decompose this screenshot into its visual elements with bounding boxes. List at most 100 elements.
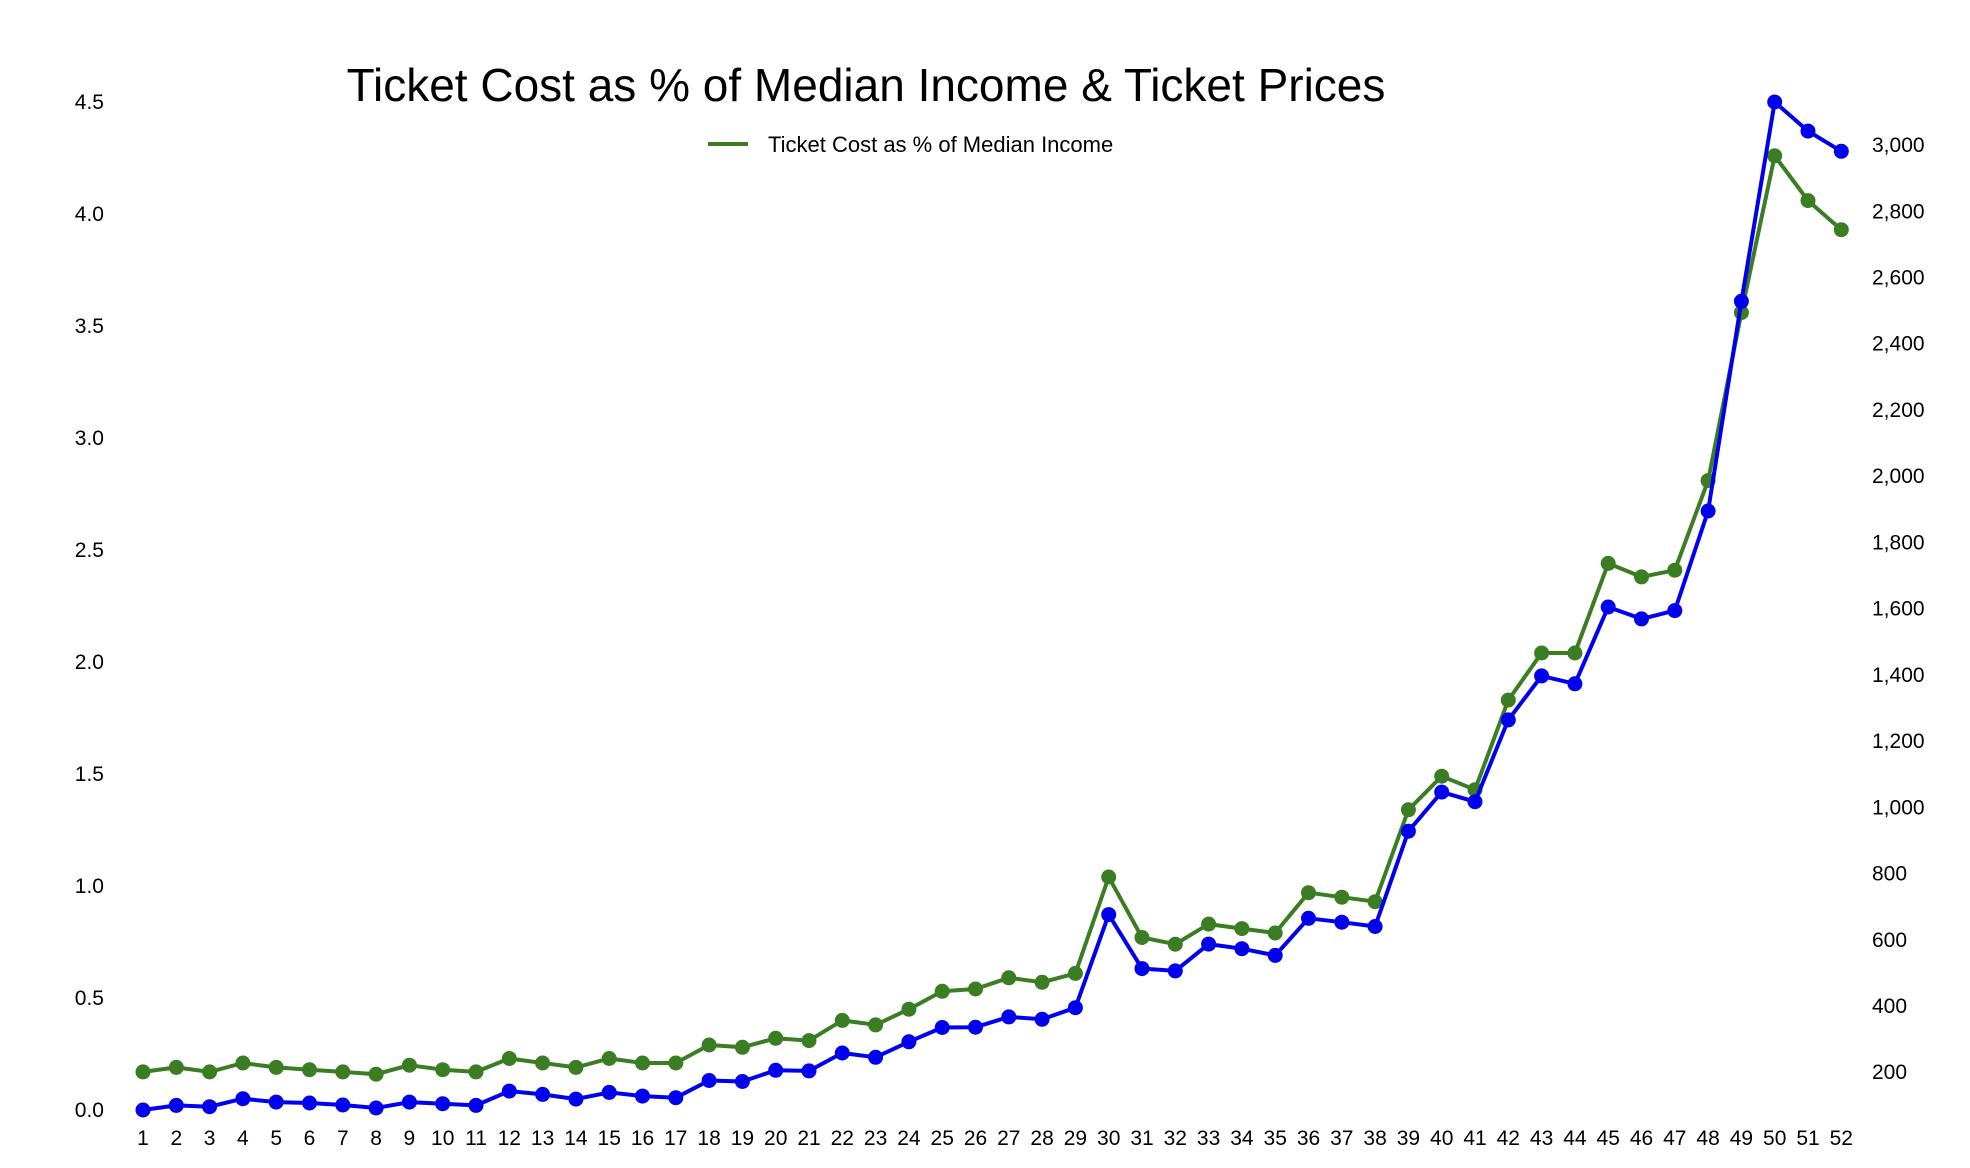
series-point	[734, 1039, 750, 1055]
series-2	[135, 94, 1849, 1118]
x-axis-tick-label: 21	[797, 1127, 820, 1150]
series-point	[1600, 599, 1616, 615]
series-point	[968, 1019, 983, 1035]
right-axis-tick-label: 1,600	[1872, 598, 1925, 621]
x-axis-tick-label: 16	[631, 1127, 654, 1150]
x-axis-tick-label: 29	[1064, 1127, 1087, 1150]
series-point	[501, 1051, 517, 1066]
series-point	[368, 1066, 384, 1082]
x-axis-ticks: 1 2 3 4 5 6 7 8 9 10 11 12 13 14 15 16 17 18 19 20 21 22 23 24 2…	[137, 1127, 1853, 1150]
series-point	[1301, 910, 1316, 926]
x-axis-tick-label: 43	[1530, 1127, 1553, 1150]
x-axis-tick-label: 31	[1130, 1127, 1153, 1150]
series-point	[335, 1097, 351, 1113]
series-point	[235, 1091, 251, 1107]
x-axis-tick-label: 2	[170, 1127, 182, 1150]
series-point	[535, 1055, 551, 1071]
series-point	[1001, 970, 1017, 986]
left-axis-tick-label: 3.0	[75, 427, 104, 450]
x-axis-tick-label: 47	[1663, 1127, 1686, 1150]
series-point	[235, 1055, 251, 1071]
x-axis-tick-label: 6	[304, 1127, 316, 1150]
x-axis-tick-label: 18	[697, 1127, 720, 1150]
series-point	[1134, 961, 1150, 977]
series-point	[368, 1100, 384, 1116]
x-axis-tick-label: 44	[1563, 1127, 1587, 1150]
series-point	[668, 1055, 684, 1071]
x-axis-tick-label: 7	[337, 1127, 349, 1150]
series-point	[468, 1097, 484, 1113]
series-point	[1334, 889, 1350, 905]
x-axis-tick-label: 3	[204, 1127, 216, 1150]
series-point	[1400, 802, 1416, 818]
series-line	[141, 100, 1844, 1112]
x-axis-tick-label: 4	[237, 1127, 249, 1150]
series-line	[141, 153, 1844, 1077]
series-point	[1767, 94, 1783, 110]
x-axis-tick-label: 23	[864, 1127, 887, 1150]
x-axis-tick-label: 32	[1164, 1127, 1187, 1150]
series-point	[901, 1001, 917, 1017]
x-axis-tick-label: 19	[731, 1127, 754, 1150]
series-point	[335, 1064, 351, 1080]
left-axis-tick-label: 2.0	[75, 651, 104, 674]
right-axis-tick-label: 1,200	[1872, 730, 1925, 753]
series-point	[268, 1094, 284, 1110]
series-point	[568, 1059, 584, 1075]
right-axis-tick-label: 1,000	[1872, 796, 1925, 819]
series-point	[1800, 123, 1816, 139]
series-point	[1634, 611, 1649, 627]
right-axis-ticks: 200 400 600 800 1,000 1,200 1,400 1,600 1,800 2,0…	[1872, 134, 1925, 1084]
chart-title: Ticket Cost as % of Median Income & Tick…	[347, 59, 1386, 111]
x-axis-tick-label: 14	[564, 1127, 588, 1150]
x-axis-tick-label: 50	[1763, 1127, 1786, 1150]
series-point	[934, 1020, 950, 1035]
series-point	[268, 1059, 284, 1075]
series-point	[834, 1045, 850, 1061]
right-axis-tick-label: 1,800	[1872, 531, 1925, 554]
x-axis-tick-label: 40	[1430, 1127, 1453, 1150]
series-point	[701, 1073, 717, 1088]
series-point	[1001, 1009, 1017, 1025]
series-point	[635, 1055, 650, 1071]
series-point	[768, 1062, 784, 1078]
left-axis-tick-label: 3.5	[75, 315, 104, 338]
x-axis-tick-label: 38	[1363, 1127, 1386, 1150]
x-axis-tick-label: 1	[137, 1127, 149, 1150]
series-point	[901, 1034, 917, 1050]
series-point	[1367, 894, 1383, 910]
series-point	[401, 1094, 417, 1110]
series-point	[1667, 562, 1683, 578]
series-point	[635, 1088, 650, 1104]
series-point	[1567, 676, 1583, 692]
x-axis-tick-label: 12	[498, 1127, 521, 1150]
series-point	[1034, 1011, 1050, 1027]
x-axis-tick-label: 49	[1730, 1127, 1753, 1150]
series-point	[1567, 645, 1583, 661]
x-axis-tick-label: 39	[1397, 1127, 1420, 1150]
series-point	[868, 1017, 884, 1033]
left-axis-tick-label: 0.5	[75, 987, 104, 1010]
series-point	[1167, 963, 1183, 979]
series-point	[1700, 503, 1716, 519]
x-axis-tick-label: 5	[270, 1127, 282, 1150]
series-point	[1767, 148, 1783, 164]
left-axis-tick-label: 0.0	[75, 1099, 104, 1122]
series-point	[435, 1096, 451, 1112]
series-point	[1600, 555, 1616, 571]
series-point	[568, 1091, 584, 1107]
series-point	[1500, 712, 1516, 728]
series-point	[734, 1074, 750, 1089]
x-axis-tick-label: 26	[964, 1127, 987, 1150]
right-axis-tick-label: 2,800	[1872, 200, 1925, 223]
x-axis-tick-label: 20	[764, 1127, 787, 1150]
series-point	[168, 1059, 184, 1075]
x-axis-tick-label: 25	[931, 1127, 954, 1150]
series-point	[501, 1083, 517, 1099]
x-axis-tick-label: 22	[831, 1127, 854, 1150]
series-point	[1667, 603, 1683, 619]
right-axis-tick-label: 2,000	[1872, 465, 1925, 488]
x-axis-tick-label: 36	[1297, 1127, 1320, 1150]
